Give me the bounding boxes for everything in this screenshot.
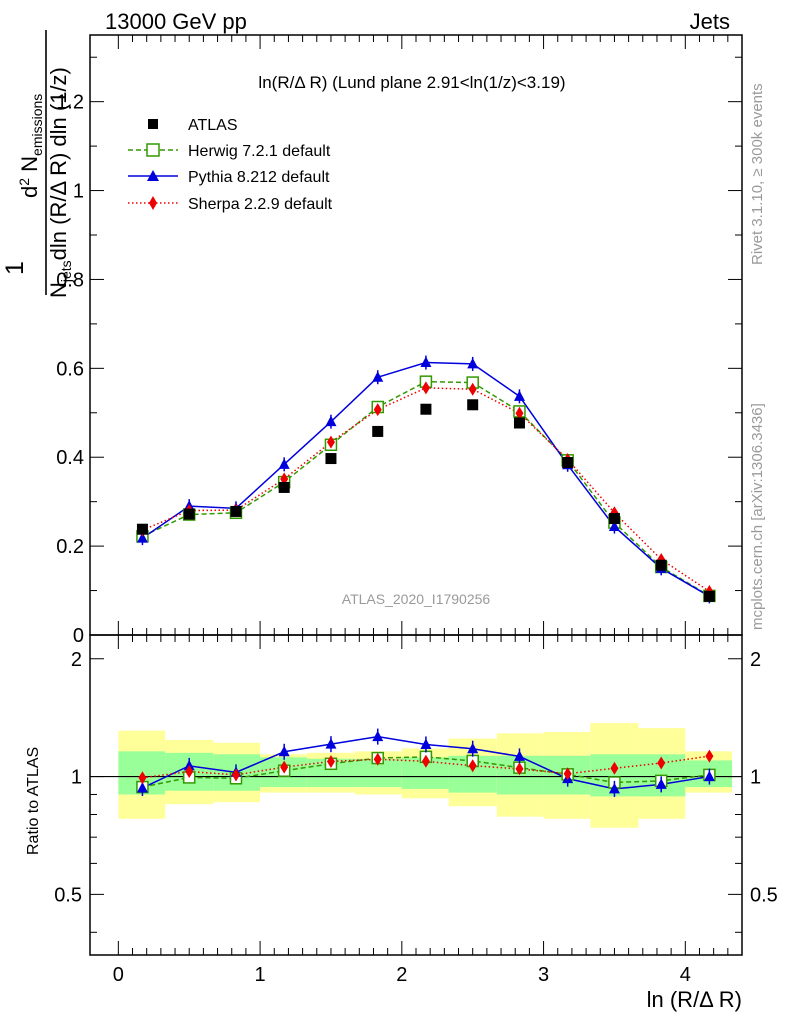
ratio-pythia-point (655, 778, 667, 789)
ratio-y-tick-label: 0.5 (54, 884, 82, 906)
atlas-point (703, 590, 715, 602)
ratio-sherpa-point (138, 771, 147, 785)
ratio-pythia-point (278, 745, 290, 757)
atlas-point (278, 481, 290, 493)
ratio-sherpa-point (185, 765, 194, 779)
sherpa-point (468, 382, 477, 396)
pythia-line (142, 361, 710, 597)
ratio-y-axis-label: Ratio to ATLAS (25, 747, 42, 855)
sherpa-point (515, 406, 524, 420)
ratio-y-tick-label: 2 (71, 649, 82, 671)
y-tick-label: 0 (73, 625, 84, 647)
ratio-sherpa-point (657, 756, 666, 770)
legend-label-atlas: ATLAS (188, 117, 238, 134)
ratio-y-tick-label-right: 0.5 (750, 884, 778, 906)
sherpa-point (373, 403, 382, 417)
pythia-point (513, 390, 525, 401)
ratio-pythia-point (608, 782, 620, 794)
atlas-point (467, 399, 479, 411)
ratio-pythia-point (372, 730, 384, 742)
atlas-point (420, 403, 432, 415)
header-right: Jets (690, 9, 730, 34)
legend-item-sherpa: Sherpa 2.2.9 default (128, 196, 333, 213)
atlas-point (513, 417, 525, 429)
ratio-sherpa-point (280, 760, 289, 774)
legend-label-herwig: Herwig 7.2.1 default (188, 143, 331, 160)
x-tick-label: 2 (396, 964, 407, 986)
watermark: ATLAS_2020_I1790256 (342, 591, 491, 607)
atlas-point (230, 505, 242, 517)
mcplots-label: mcplots.cern.ch [arXiv:1306.3436] (749, 403, 766, 630)
x-tick-label: 1 (255, 964, 266, 986)
ratio-sherpa-point (515, 762, 524, 776)
pythia-point (420, 356, 432, 368)
pythia-point (325, 415, 337, 427)
atlas-point (655, 559, 667, 571)
ratio-sherpa-point (231, 768, 240, 782)
ratio-y-tick-label-right: 2 (750, 649, 761, 671)
legend-label-sherpa: Sherpa 2.2.9 default (188, 196, 333, 213)
ratio-pythia-point (703, 770, 715, 782)
legend-item-atlas: ATLAS (148, 117, 238, 134)
ratio-pythia-point (136, 781, 148, 793)
ratio-plot-layer: 0.5 0.5 1 1 2 2 0 1 2 3 4 (54, 635, 778, 986)
x-tick-label: 0 (113, 964, 124, 986)
rivet-label: Rivet 3.1.10, ≥ 300k events (749, 83, 766, 265)
y-tick-label: 0.2 (56, 536, 84, 558)
ratio-sherpa-point (705, 749, 714, 763)
y-tick-label: 1.2 (56, 92, 84, 114)
svg-text:1: 1 (1, 261, 29, 275)
ratio-sherpa-point (468, 759, 477, 773)
ratio-y-tick-label-right: 1 (750, 767, 761, 789)
atlas-point (562, 457, 574, 469)
ratio-y-tick-label: 1 (71, 767, 82, 789)
ratio-pythia-point (420, 738, 432, 749)
main-y-axis-label: 1 d2 Nemissions Njetsdln (R/Δ R) dln (1/… (1, 30, 74, 298)
x-tick-label: 3 (538, 964, 549, 986)
pythia-point (136, 532, 148, 543)
y-tick-label: 0.6 (56, 358, 84, 380)
ratio-sherpa-point (421, 754, 430, 768)
atlas-point (325, 453, 337, 465)
y-tick-label: 0.8 (56, 269, 84, 291)
header-left: 13000 GeV pp (105, 9, 247, 34)
legend-item-herwig: Herwig 7.2.1 default (128, 143, 331, 160)
x-axis-label: ln (R/Δ R) (647, 987, 742, 1012)
ratio-sherpa-point (373, 752, 382, 766)
atlas-point (136, 523, 148, 535)
ratio-pythia-point (513, 750, 525, 761)
ratio-pythia-point (325, 738, 337, 749)
ratio-sherpa-point (563, 767, 572, 781)
atlas-point (372, 425, 384, 437)
pythia-point (608, 520, 620, 532)
y-tick-label: 1 (73, 181, 84, 203)
x-tick-label: 4 (680, 964, 691, 986)
ratio-sherpa-point (610, 761, 619, 775)
main-plot-layer: 0 0.2 0.4 0.6 0.8 1 1.2 (56, 35, 743, 647)
sherpa-point (326, 435, 335, 449)
sherpa-line (142, 387, 710, 593)
main-title: ln(R/Δ R) (Lund plane 2.91<ln(1/z)<3.19) (258, 73, 565, 92)
atlas-point (183, 508, 195, 520)
atlas-point (608, 513, 620, 525)
y-tick-label: 0.4 (56, 447, 84, 469)
sherpa-point (421, 381, 430, 395)
ratio-pythia-point (467, 742, 479, 754)
legend-label-pythia: Pythia 8.212 default (188, 169, 330, 186)
pythia-point (372, 371, 384, 382)
svg-text:Njetsdln (R/Δ R) dln (1/z): Njetsdln (R/Δ R) dln (1/z) (46, 67, 74, 298)
svg-text:d2 Nemissions: d2 Nemissions (16, 94, 45, 198)
pythia-point (467, 357, 479, 369)
pythia-point (278, 458, 290, 469)
legend-item-pythia: Pythia 8.212 default (128, 169, 330, 186)
legend: ATLAS Herwig 7.2.1 default Pythia 8.212 … (128, 117, 333, 213)
ratio-sherpa-point (326, 754, 335, 768)
